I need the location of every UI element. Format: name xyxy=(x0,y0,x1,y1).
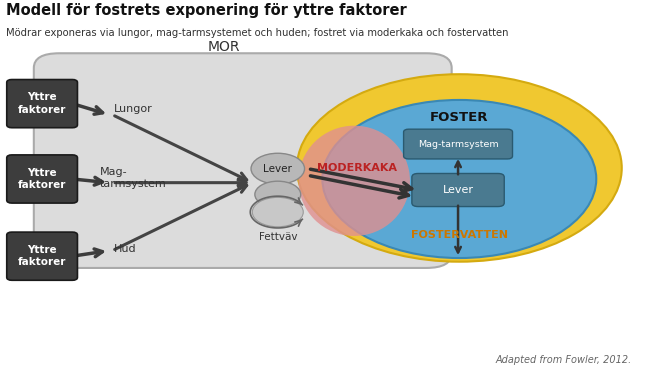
Text: Yttre
faktorer: Yttre faktorer xyxy=(18,168,66,190)
Text: FOSTER: FOSTER xyxy=(430,111,488,124)
Circle shape xyxy=(251,153,304,184)
FancyBboxPatch shape xyxy=(6,155,77,203)
Text: Hud: Hud xyxy=(114,244,137,254)
Text: Mödrar exponeras via lungor, mag-tarmsystemet och huden; fostret via moderkaka o: Mödrar exponeras via lungor, mag-tarmsys… xyxy=(6,28,508,38)
Text: Lungor: Lungor xyxy=(114,104,153,114)
Ellipse shape xyxy=(52,64,434,257)
FancyBboxPatch shape xyxy=(34,53,451,268)
Text: Lever: Lever xyxy=(442,185,473,195)
Text: MOR: MOR xyxy=(208,39,240,54)
Text: Mag-
tarmsystem: Mag- tarmsystem xyxy=(99,167,166,189)
Ellipse shape xyxy=(299,126,410,236)
FancyBboxPatch shape xyxy=(6,232,77,280)
Text: Yttre
faktorer: Yttre faktorer xyxy=(18,245,66,268)
Text: MODERKAKA: MODERKAKA xyxy=(317,163,397,173)
FancyBboxPatch shape xyxy=(412,173,504,207)
FancyBboxPatch shape xyxy=(6,80,77,128)
Text: Mag-tarmsystem: Mag-tarmsystem xyxy=(418,139,499,149)
Text: Adapted from Fowler, 2012.: Adapted from Fowler, 2012. xyxy=(495,355,631,365)
Circle shape xyxy=(255,181,301,208)
Text: Fettväv: Fettväv xyxy=(259,232,297,242)
Text: Modell för fostrets exponering för yttre faktorer: Modell för fostrets exponering för yttre… xyxy=(6,3,406,18)
Text: FOSTERVATTEN: FOSTERVATTEN xyxy=(411,231,508,241)
Text: Lever: Lever xyxy=(263,164,292,174)
Circle shape xyxy=(252,197,303,227)
FancyBboxPatch shape xyxy=(404,129,513,159)
Circle shape xyxy=(322,100,596,258)
Circle shape xyxy=(297,74,622,262)
Text: Yttre
faktorer: Yttre faktorer xyxy=(18,92,66,115)
